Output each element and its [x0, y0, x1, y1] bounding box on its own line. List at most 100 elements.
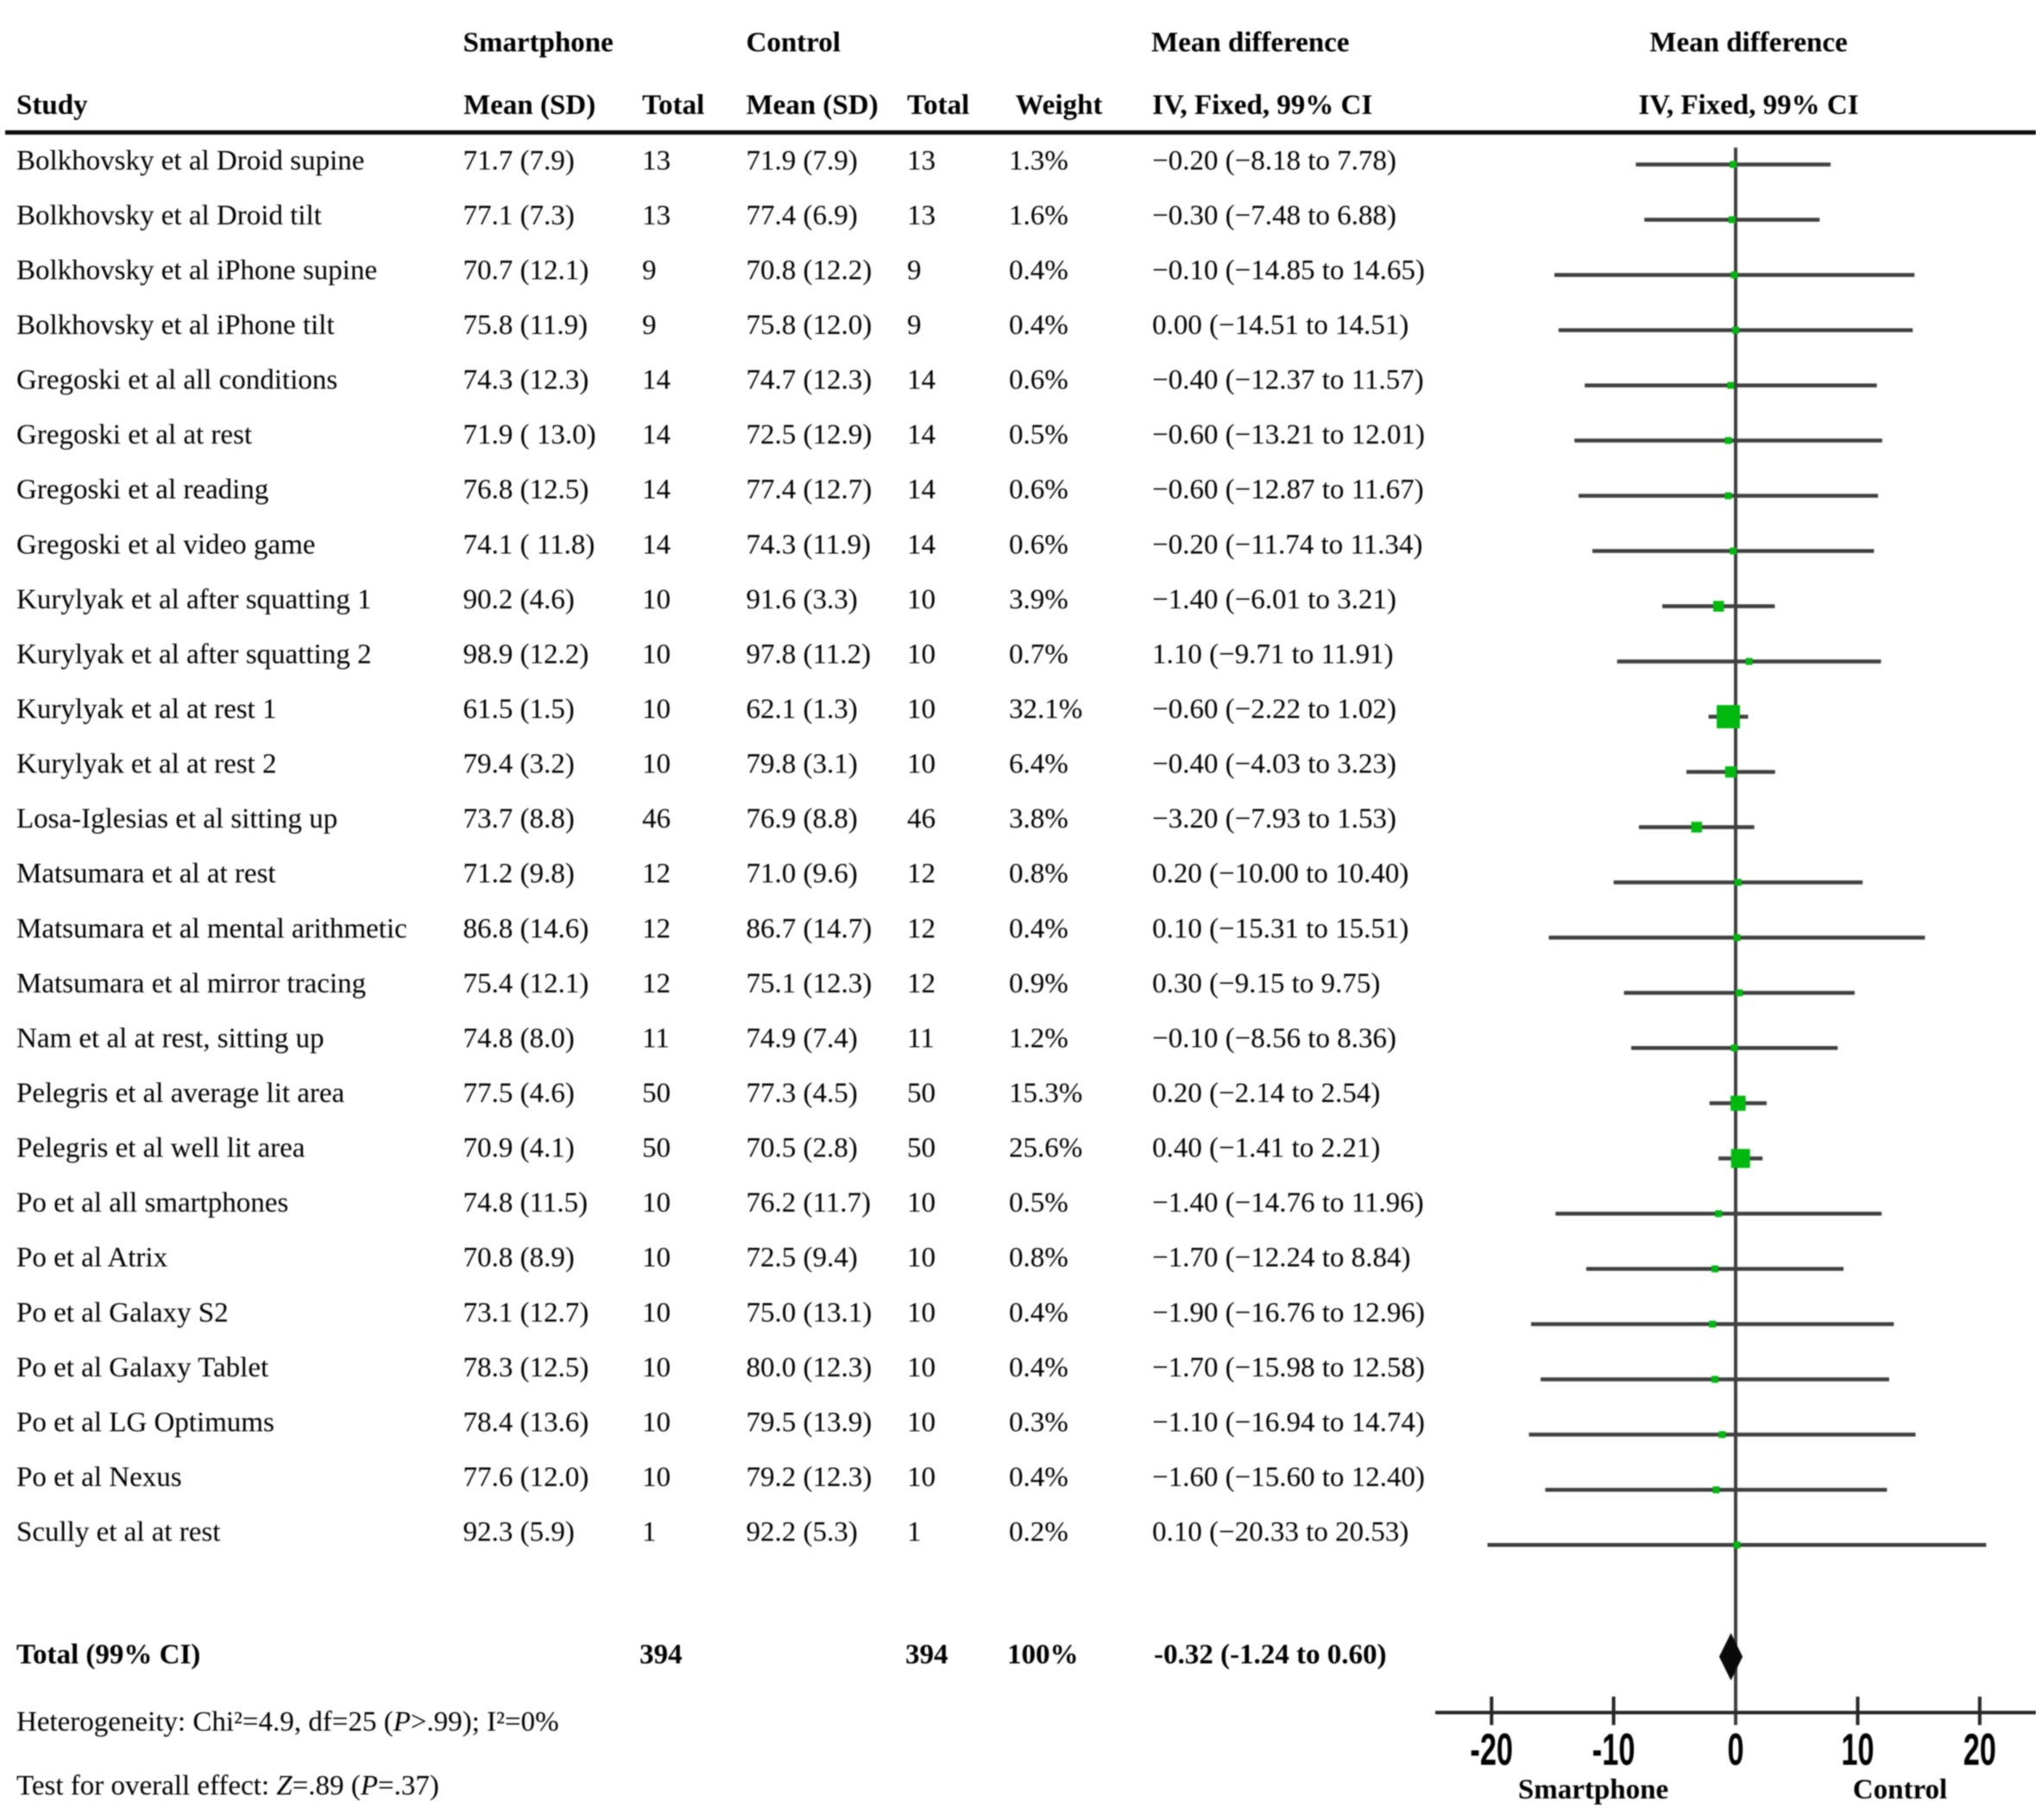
svg-text:14: 14	[642, 475, 671, 506]
svg-text:75.1 (12.3): 75.1 (12.3)	[747, 968, 873, 999]
svg-text:Po et al Atrix: Po et al Atrix	[16, 1243, 168, 1274]
svg-text:70.9 (4.1): 70.9 (4.1)	[463, 1133, 575, 1164]
svg-text:-20: -20	[1470, 1725, 1513, 1775]
svg-text:32.1%: 32.1%	[1009, 694, 1082, 725]
svg-text:Scully et al at rest: Scully et al at rest	[16, 1517, 220, 1548]
svg-text:71.9 (7.9): 71.9 (7.9)	[747, 145, 858, 176]
svg-text:Control: Control	[747, 28, 841, 59]
svg-text:Kurylyak et al at rest 2: Kurylyak et al at rest 2	[16, 749, 276, 780]
svg-text:Gregoski et al video game: Gregoski et al video game	[16, 529, 315, 560]
svg-text:10: 10	[642, 1352, 671, 1383]
svg-text:12: 12	[642, 968, 671, 999]
svg-text:-0.32 (-1.24 to 0.60): -0.32 (-1.24 to 0.60)	[1154, 1640, 1386, 1671]
svg-text:10: 10	[642, 1462, 671, 1493]
svg-text:−0.20 (−8.18 to 7.78): −0.20 (−8.18 to 7.78)	[1152, 145, 1396, 176]
svg-text:71.9 ( 13.0): 71.9 ( 13.0)	[463, 419, 596, 450]
svg-text:0.20 (−2.14 to 2.54): 0.20 (−2.14 to 2.54)	[1152, 1078, 1380, 1109]
svg-text:62.1 (1.3): 62.1 (1.3)	[747, 694, 858, 725]
svg-text:77.3 (4.5): 77.3 (4.5)	[747, 1078, 858, 1109]
svg-text:14: 14	[907, 365, 936, 396]
svg-text:73.1 (12.7): 73.1 (12.7)	[463, 1297, 589, 1328]
svg-text:76.8 (12.5): 76.8 (12.5)	[463, 475, 589, 506]
svg-text:0.4%: 0.4%	[1009, 1462, 1068, 1493]
svg-text:394: 394	[640, 1640, 683, 1671]
svg-text:0.5%: 0.5%	[1009, 419, 1068, 450]
svg-text:10: 10	[907, 1297, 936, 1328]
svg-text:12: 12	[642, 859, 671, 890]
svg-text:Nam et al at rest, sitting up: Nam et al at rest, sitting up	[16, 1023, 325, 1054]
svg-text:Gregoski et al all conditions: Gregoski et al all conditions	[16, 365, 337, 396]
svg-text:Po et al LG Optimums: Po et al LG Optimums	[16, 1407, 274, 1438]
svg-text:Matsumara et al mirror tracing: Matsumara et al mirror tracing	[16, 968, 366, 999]
svg-text:77.4 (12.7): 77.4 (12.7)	[747, 475, 873, 506]
svg-text:12: 12	[907, 859, 936, 890]
svg-text:14: 14	[642, 365, 671, 396]
svg-text:9: 9	[642, 255, 657, 286]
svg-text:74.8 (11.5): 74.8 (11.5)	[463, 1187, 589, 1219]
svg-text:1.10 (−9.71 to 11.91): 1.10 (−9.71 to 11.91)	[1152, 639, 1394, 670]
svg-text:Total: Total	[907, 90, 969, 121]
svg-text:−1.70 (−12.24 to 8.84): −1.70 (−12.24 to 8.84)	[1152, 1243, 1410, 1274]
svg-text:Pelegris et al average lit are: Pelegris et al average lit area	[16, 1078, 345, 1109]
svg-text:Heterogeneity: Chi²=4.9, df=25: Heterogeneity: Chi²=4.9, df=25 (P>.99); …	[16, 1707, 559, 1738]
svg-text:−0.20 (−11.74 to 11.34): −0.20 (−11.74 to 11.34)	[1152, 529, 1422, 560]
svg-text:11: 11	[642, 1023, 670, 1054]
svg-text:Gregoski et al reading: Gregoski et al reading	[16, 475, 268, 506]
svg-text:50: 50	[642, 1133, 671, 1164]
svg-text:−0.30 (−7.48 to 6.88): −0.30 (−7.48 to 6.88)	[1152, 200, 1396, 231]
svg-text:0: 0	[1727, 1725, 1743, 1775]
svg-text:0.4%: 0.4%	[1009, 1297, 1068, 1328]
svg-text:Pelegris et al well lit area: Pelegris et al well lit area	[16, 1133, 306, 1164]
svg-text:50: 50	[907, 1078, 936, 1109]
svg-text:14: 14	[642, 529, 671, 560]
svg-text:61.5 (1.5): 61.5 (1.5)	[463, 694, 575, 725]
svg-text:0.5%: 0.5%	[1009, 1187, 1068, 1219]
svg-text:10: 10	[642, 584, 671, 615]
svg-text:IV, Fixed, 99% CI: IV, Fixed, 99% CI	[1152, 90, 1372, 121]
svg-text:Losa-Iglesias et al sitting up: Losa-Iglesias et al sitting up	[16, 803, 337, 834]
svg-text:10: 10	[642, 1243, 671, 1274]
svg-text:Weight: Weight	[1016, 90, 1103, 121]
svg-text:10: 10	[907, 1407, 936, 1438]
svg-text:−1.90 (−16.76 to 12.96): −1.90 (−16.76 to 12.96)	[1152, 1297, 1425, 1328]
svg-text:10: 10	[907, 749, 936, 780]
svg-text:11: 11	[907, 1023, 935, 1054]
svg-text:46: 46	[907, 803, 936, 834]
svg-text:74.3 (12.3): 74.3 (12.3)	[463, 365, 589, 396]
svg-text:0.6%: 0.6%	[1009, 365, 1068, 396]
svg-text:86.8 (14.6): 86.8 (14.6)	[463, 913, 589, 944]
svg-text:70.5 (2.8): 70.5 (2.8)	[747, 1133, 858, 1164]
svg-text:0.9%: 0.9%	[1009, 968, 1068, 999]
svg-text:0.4%: 0.4%	[1009, 1352, 1068, 1383]
svg-text:0.10 (−15.31 to 15.51): 0.10 (−15.31 to 15.51)	[1152, 913, 1409, 944]
svg-text:Matsumara et al mental arithme: Matsumara et al mental arithmetic	[16, 913, 407, 944]
svg-text:91.6 (3.3): 91.6 (3.3)	[747, 584, 858, 615]
svg-text:50: 50	[642, 1078, 671, 1109]
svg-text:0.6%: 0.6%	[1009, 475, 1068, 506]
svg-text:71.2 (9.8): 71.2 (9.8)	[463, 859, 575, 890]
svg-text:10: 10	[907, 694, 936, 725]
svg-text:−3.20 (−7.93 to 1.53): −3.20 (−7.93 to 1.53)	[1152, 803, 1396, 834]
svg-text:14: 14	[907, 529, 936, 560]
svg-text:0.4%: 0.4%	[1009, 310, 1068, 341]
svg-text:3.9%: 3.9%	[1009, 584, 1068, 615]
svg-text:25.6%: 25.6%	[1009, 1133, 1082, 1164]
svg-text:Po et al Galaxy S2: Po et al Galaxy S2	[16, 1297, 229, 1328]
svg-text:Bolkhovsky et al Droid tilt: Bolkhovsky et al Droid tilt	[16, 200, 322, 231]
svg-text:0.8%: 0.8%	[1009, 859, 1068, 890]
svg-text:50: 50	[907, 1133, 936, 1164]
svg-text:80.0 (12.3): 80.0 (12.3)	[747, 1352, 873, 1383]
svg-text:74.8 (8.0): 74.8 (8.0)	[463, 1023, 575, 1054]
svg-text:92.2 (5.3): 92.2 (5.3)	[747, 1517, 858, 1548]
svg-text:0.4%: 0.4%	[1009, 913, 1068, 944]
svg-text:46: 46	[642, 803, 671, 834]
svg-text:Bolkhovsky et al iPhone supine: Bolkhovsky et al iPhone supine	[16, 255, 377, 286]
svg-text:10: 10	[907, 1462, 936, 1493]
svg-text:−0.10 (−8.56 to 8.36): −0.10 (−8.56 to 8.36)	[1152, 1023, 1396, 1054]
svg-text:394: 394	[905, 1640, 949, 1671]
svg-text:75.8 (11.9): 75.8 (11.9)	[463, 310, 589, 341]
svg-text:77.4 (6.9): 77.4 (6.9)	[747, 200, 858, 231]
svg-text:−0.60 (−12.87 to 11.67): −0.60 (−12.87 to 11.67)	[1152, 475, 1424, 506]
svg-text:10: 10	[642, 1297, 671, 1328]
svg-text:Bolkhovsky et al Droid supine: Bolkhovsky et al Droid supine	[16, 145, 364, 176]
